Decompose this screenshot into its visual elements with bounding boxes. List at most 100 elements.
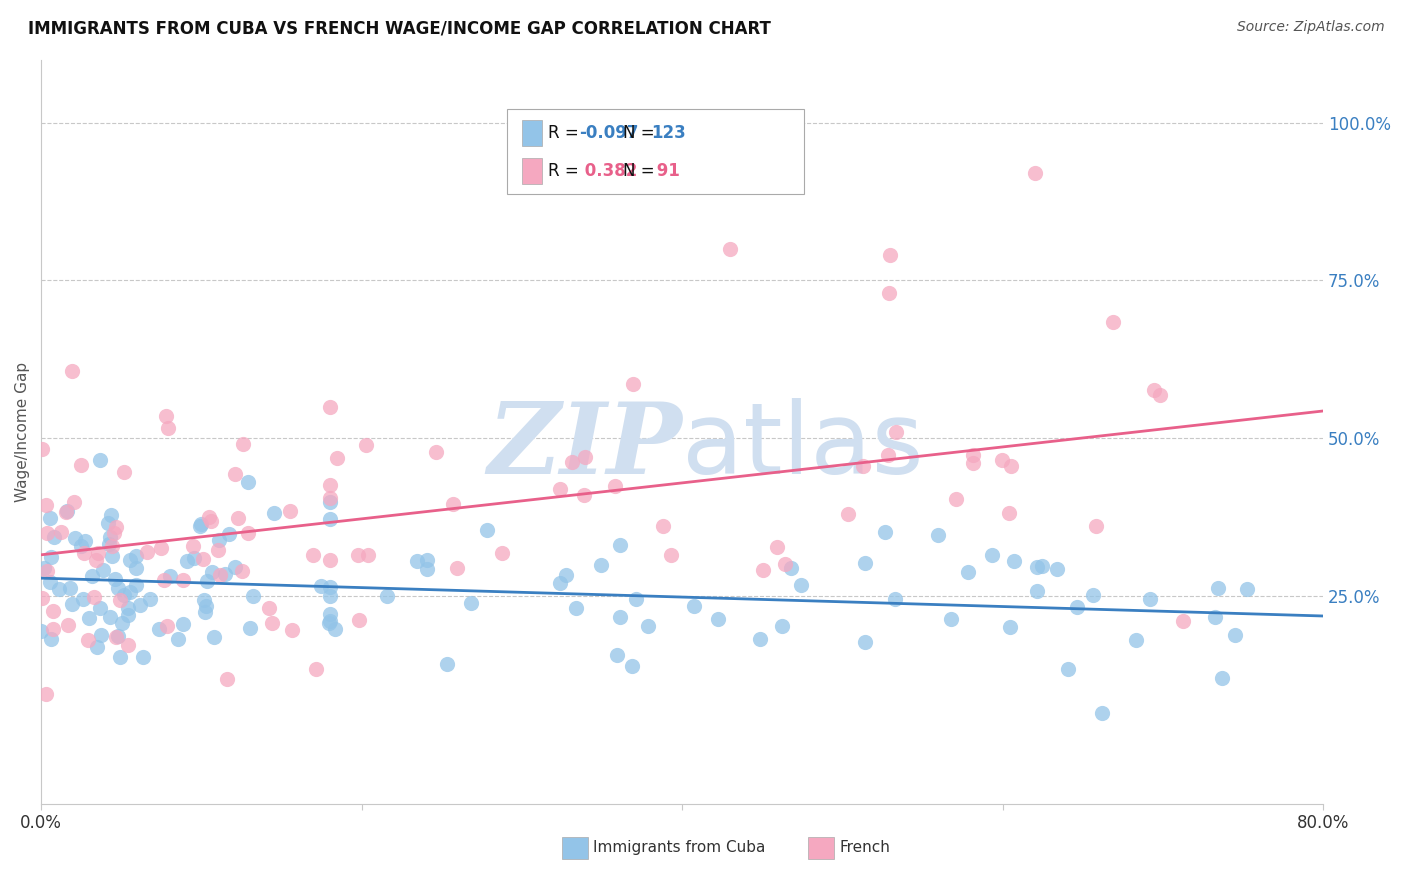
Point xyxy=(125,549,148,563)
Point xyxy=(603,479,626,493)
Point xyxy=(591,558,613,572)
Point xyxy=(304,662,326,676)
Point xyxy=(80,569,103,583)
Point xyxy=(30,624,52,639)
Point xyxy=(661,548,683,562)
Point xyxy=(236,475,259,490)
Point xyxy=(309,579,332,593)
Point xyxy=(425,445,447,459)
Point xyxy=(39,550,62,565)
Text: R =: R = xyxy=(548,161,585,179)
Point xyxy=(38,511,60,525)
Point xyxy=(72,591,94,606)
Text: Source: ZipAtlas.com: Source: ZipAtlas.com xyxy=(1237,20,1385,34)
Point xyxy=(318,491,340,505)
Point xyxy=(957,565,980,579)
Point xyxy=(318,589,340,603)
Point xyxy=(242,589,264,603)
Point xyxy=(941,612,963,626)
Point xyxy=(214,566,236,581)
Point xyxy=(193,592,215,607)
Point xyxy=(42,604,65,618)
Point xyxy=(190,516,212,531)
Point xyxy=(86,552,108,566)
Text: R =: R = xyxy=(548,124,585,142)
Point xyxy=(574,488,596,502)
Point xyxy=(34,560,56,574)
Text: N =: N = xyxy=(623,161,659,179)
Point xyxy=(107,582,129,596)
Point xyxy=(148,622,170,636)
Point xyxy=(1139,592,1161,607)
Point xyxy=(765,541,787,555)
Point xyxy=(103,525,125,540)
Point xyxy=(87,546,110,560)
Point xyxy=(1090,706,1112,720)
Point xyxy=(104,520,127,534)
Point xyxy=(318,614,340,628)
Point xyxy=(1225,628,1247,642)
Point xyxy=(125,561,148,575)
Point xyxy=(460,596,482,610)
Point xyxy=(155,409,177,423)
Point xyxy=(83,590,105,604)
Point xyxy=(48,582,70,596)
Point xyxy=(91,563,114,577)
Point xyxy=(416,553,439,567)
Point xyxy=(1002,553,1025,567)
Point xyxy=(770,619,793,633)
Point xyxy=(236,525,259,540)
Point xyxy=(257,601,280,615)
Point xyxy=(752,563,775,577)
Point xyxy=(1204,610,1226,624)
Point xyxy=(139,591,162,606)
Point xyxy=(1066,600,1088,615)
Point xyxy=(555,568,578,582)
Point xyxy=(263,506,285,520)
Point xyxy=(1024,166,1046,180)
Point xyxy=(853,635,876,649)
Point xyxy=(780,561,803,575)
Point xyxy=(156,619,179,633)
Point xyxy=(416,562,439,576)
Point xyxy=(375,589,398,603)
Point xyxy=(73,546,96,560)
Point xyxy=(852,458,875,473)
Point xyxy=(260,616,283,631)
Point xyxy=(347,548,370,562)
Point xyxy=(561,455,583,469)
Point xyxy=(226,511,249,525)
Point xyxy=(1081,588,1104,602)
Point xyxy=(114,465,136,479)
Point xyxy=(108,649,131,664)
Point xyxy=(318,553,340,567)
Point xyxy=(357,549,380,563)
Point xyxy=(86,640,108,654)
Point xyxy=(564,601,586,615)
Point xyxy=(70,539,93,553)
Point xyxy=(101,539,124,553)
Point xyxy=(135,545,157,559)
Point xyxy=(215,672,238,686)
Point xyxy=(129,598,152,612)
Point xyxy=(108,593,131,607)
Point xyxy=(90,628,112,642)
Point xyxy=(100,508,122,523)
Point xyxy=(132,650,155,665)
Text: Immigrants from Cuba: Immigrants from Cuba xyxy=(593,840,766,855)
Point xyxy=(100,610,122,624)
Point xyxy=(477,523,499,537)
Point xyxy=(200,514,222,528)
Point xyxy=(172,616,194,631)
Point xyxy=(239,621,262,635)
Point xyxy=(98,537,121,551)
Point xyxy=(194,599,217,613)
Text: atlas: atlas xyxy=(682,398,924,495)
Point xyxy=(55,505,77,519)
Point xyxy=(118,552,141,566)
Point xyxy=(63,531,86,545)
Point xyxy=(207,543,229,558)
Point xyxy=(718,242,741,256)
Point xyxy=(39,632,62,646)
Point xyxy=(191,552,214,566)
